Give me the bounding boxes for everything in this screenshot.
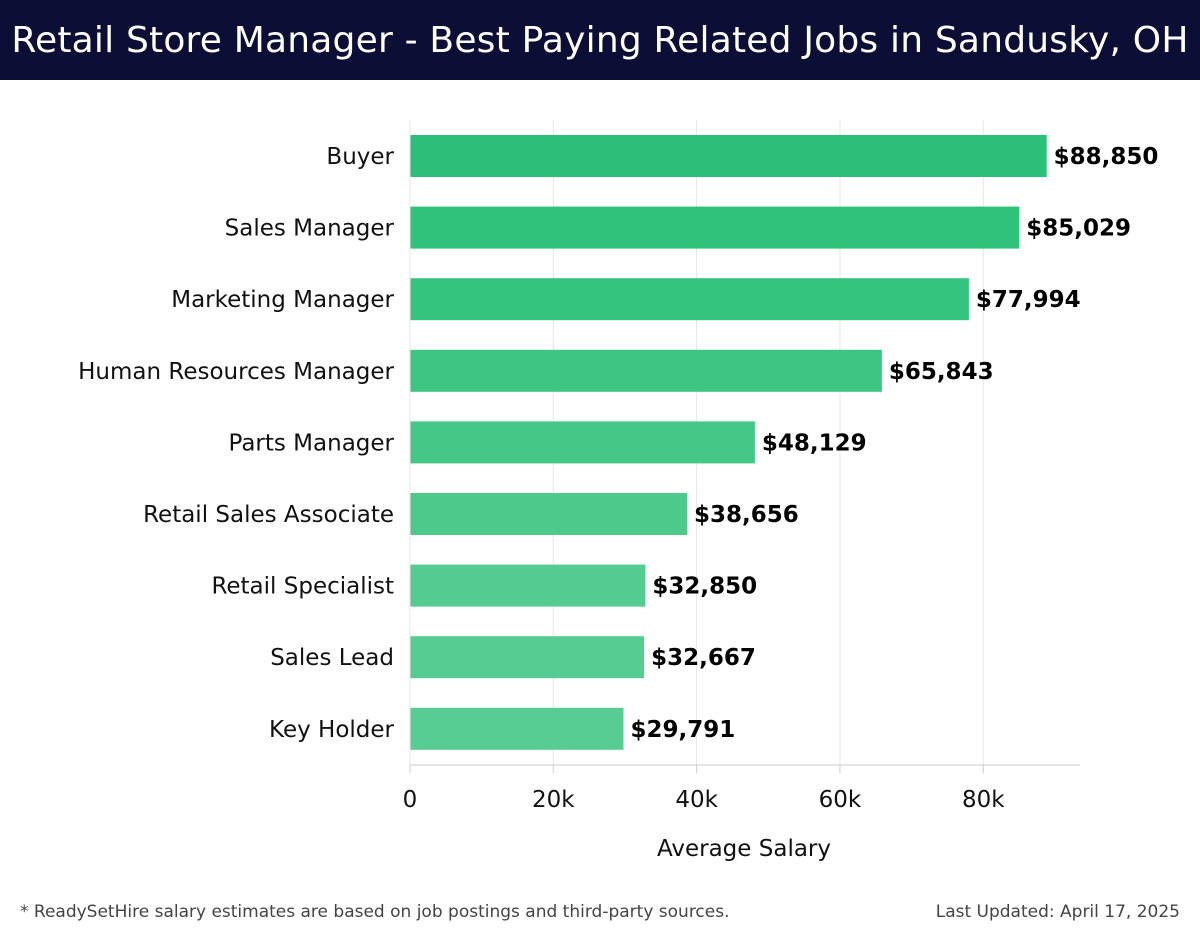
footer-updated: Last Updated: April 17, 2025: [935, 902, 1180, 922]
x-axis-title: Average Salary: [657, 836, 831, 862]
value-label: $32,667: [651, 645, 756, 671]
footer-note: * ReadySetHire salary estimates are base…: [20, 902, 730, 922]
x-tick-label: 20k: [532, 787, 575, 813]
category-label: Buyer: [326, 144, 394, 170]
value-label: $48,129: [762, 430, 867, 456]
bar: [410, 135, 1047, 177]
category-label: Sales Lead: [270, 645, 394, 671]
value-label: $29,791: [630, 717, 735, 743]
bars: [410, 135, 1047, 750]
x-tick-label: 60k: [819, 787, 862, 813]
bar-chart: Buyer Sales Manager Marketing Manager Human…: [78, 120, 1158, 862]
bar: [410, 349, 882, 392]
bar: [410, 206, 1020, 249]
bar: [410, 278, 969, 321]
chart-title: Retail Store Manager - Best Paying Relat…: [11, 19, 1189, 61]
bar: [410, 707, 624, 750]
category-label: Sales Manager: [225, 216, 395, 242]
category-label: Retail Specialist: [211, 574, 394, 600]
title-bar: Retail Store Manager - Best Paying Relat…: [0, 0, 1200, 80]
category-labels: Buyer Sales Manager Marketing Manager Human…: [78, 144, 394, 743]
bar: [410, 636, 645, 679]
value-label: $65,843: [889, 359, 994, 385]
value-label: $88,850: [1054, 144, 1159, 170]
value-label: $77,994: [976, 287, 1081, 313]
x-tick-label: 40k: [675, 787, 718, 813]
value-label: $85,029: [1026, 216, 1131, 242]
x-tick-label: 80k: [962, 787, 1005, 813]
bar: [410, 564, 646, 607]
value-label: $38,656: [694, 502, 799, 528]
category-label: Marketing Manager: [171, 287, 394, 313]
x-tick-label: 0: [403, 787, 418, 813]
bar: [410, 421, 755, 464]
x-axis: 0 20k 40k 60k 80k: [403, 120, 1080, 813]
category-label: Retail Sales Associate: [143, 502, 394, 528]
category-label: Parts Manager: [228, 430, 394, 456]
category-label: Human Resources Manager: [78, 359, 394, 385]
bar: [410, 493, 688, 535]
value-labels: $88,850 $85,029 $77,994 $65,843 $48,129 $38,6…: [630, 144, 1158, 743]
category-label: Key Holder: [269, 717, 395, 743]
value-label: $32,850: [652, 574, 757, 600]
